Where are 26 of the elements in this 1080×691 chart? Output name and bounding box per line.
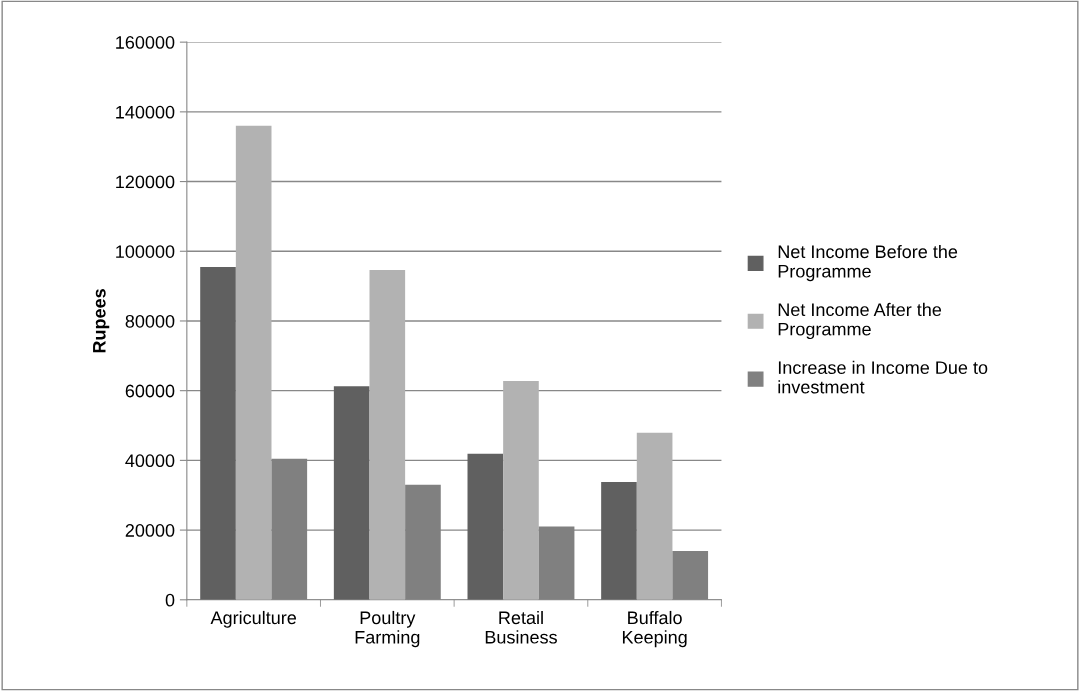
y-tick-label: 80000 bbox=[125, 314, 175, 328]
bar bbox=[672, 550, 709, 600]
bar bbox=[636, 432, 673, 600]
x-tick-label: Agriculture bbox=[210, 610, 297, 628]
x-tick-label: Poultry Farming bbox=[355, 610, 420, 648]
legend-label: Net Income Before the Programme bbox=[778, 244, 958, 282]
y-tick-label: 40000 bbox=[125, 454, 175, 468]
y-axis-title: Rupees bbox=[93, 289, 110, 353]
x-tick-label: Retail Business bbox=[485, 610, 557, 644]
bar bbox=[601, 481, 637, 600]
bar bbox=[467, 453, 504, 600]
x-tick-label: Buffalo Keeping bbox=[622, 610, 687, 648]
bar bbox=[200, 266, 236, 600]
y-tick-label: 140000 bbox=[116, 105, 175, 119]
y-tick-label: 100000 bbox=[116, 245, 175, 258]
bar bbox=[333, 386, 370, 600]
y-tick-label: 20000 bbox=[125, 524, 175, 537]
y-tick-label: 0 bbox=[165, 593, 175, 607]
y-tick-label: 120000 bbox=[116, 175, 175, 189]
legend-label: Net Income After the Programme bbox=[778, 302, 942, 340]
y-tick-label: 60000 bbox=[125, 384, 175, 398]
y-tick-label: 160000 bbox=[116, 36, 175, 49]
bar bbox=[369, 270, 406, 600]
bar bbox=[235, 125, 272, 600]
bar bbox=[503, 380, 539, 600]
legend-label: Increase in Income Due to investment bbox=[778, 360, 988, 394]
